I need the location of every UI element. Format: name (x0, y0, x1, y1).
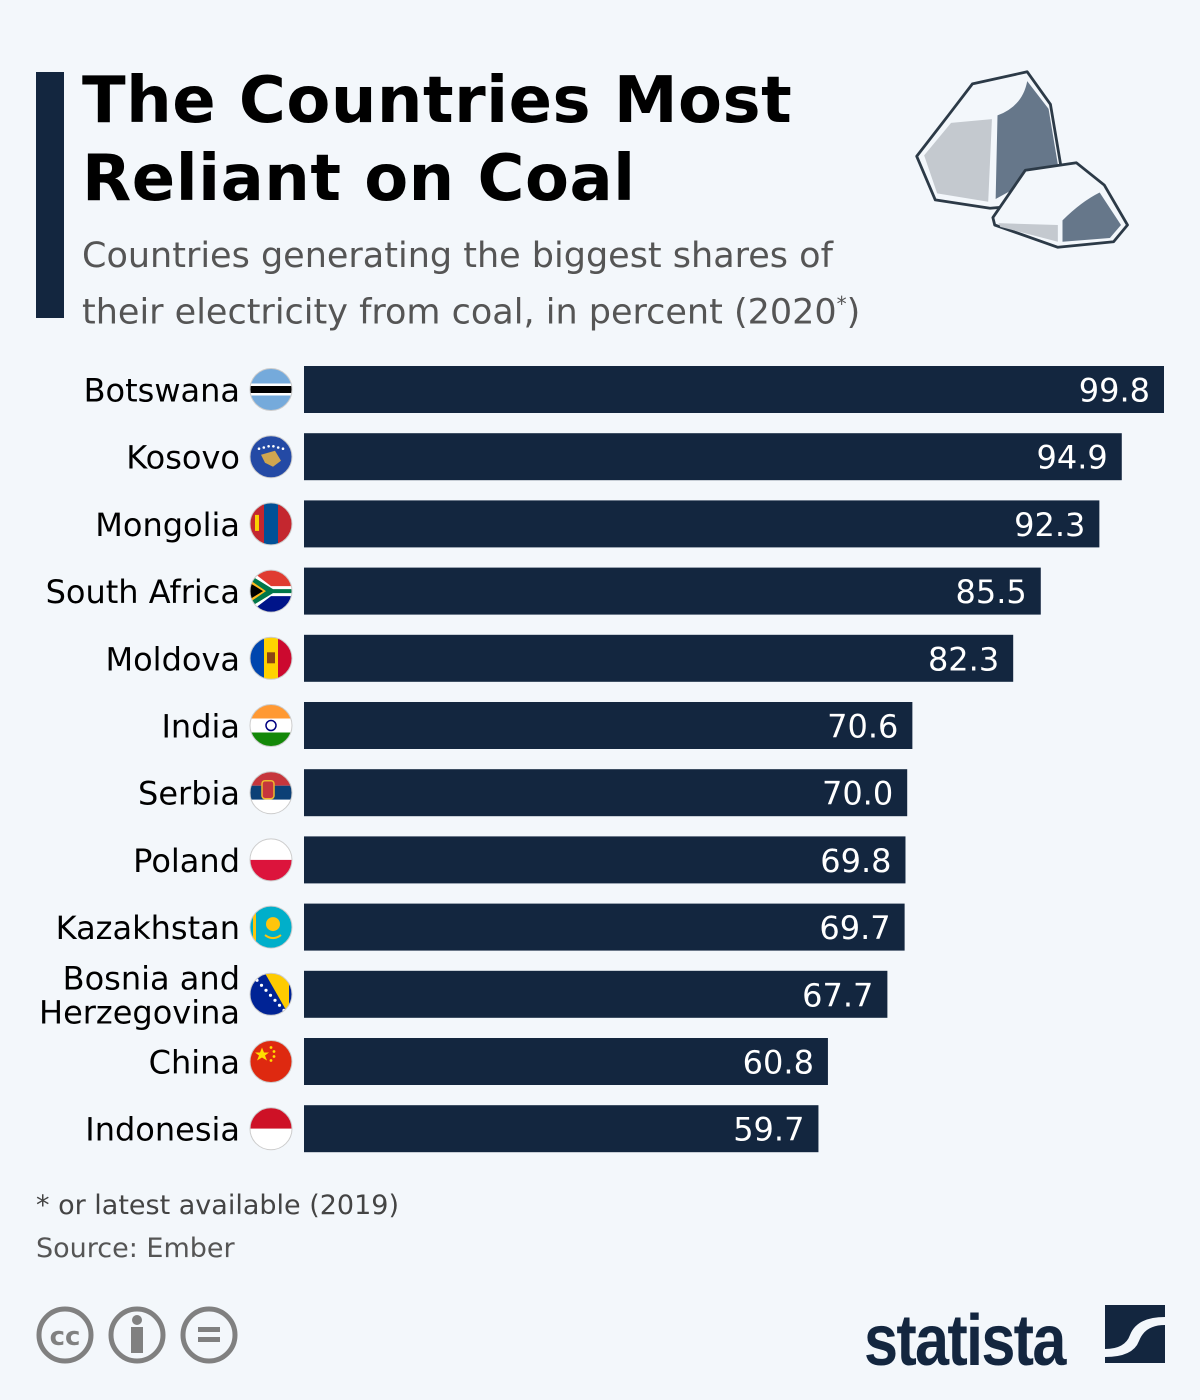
no-derivatives-icon (180, 1306, 238, 1364)
value-label: 60.8 (743, 1044, 814, 1082)
bar (304, 433, 1122, 481)
value-label: 94.9 (1037, 439, 1108, 477)
footnote: * or latest available (2019) (36, 1190, 399, 1221)
svg-text:cc: cc (50, 1322, 81, 1352)
title-line-1: The Countries Most (82, 64, 793, 138)
value-label: 70.0 (822, 775, 893, 813)
value-label: 69.8 (820, 842, 891, 880)
bar (304, 634, 1014, 682)
value-label: 82.3 (928, 640, 999, 678)
flag-botswana-icon (249, 368, 293, 411)
subtitle-close: ) (846, 292, 861, 333)
bar (304, 702, 913, 749)
category-label: Kosovo (126, 439, 240, 477)
category-label: Mongolia (95, 506, 240, 544)
statista-logo-mark (1105, 1305, 1165, 1363)
bar (304, 769, 908, 817)
source: Source: Ember (36, 1233, 235, 1264)
flag-indonesia-icon (249, 1107, 293, 1151)
flag-serbia-icon (249, 771, 293, 815)
bar (304, 1105, 819, 1153)
bar (304, 970, 888, 1018)
subtitle-line-2: their electricity from coal, in percent … (82, 280, 902, 337)
category-label: Indonesia (85, 1111, 240, 1149)
coal-icon (915, 70, 1129, 249)
value-label: 92.3 (1014, 506, 1085, 544)
title-line-2: Reliant on Coal (82, 142, 636, 216)
bar (304, 366, 1164, 413)
category-label: South Africa (46, 573, 240, 611)
flag-china-icon (249, 1040, 293, 1083)
bar (304, 500, 1100, 548)
value-label: 69.7 (819, 909, 890, 947)
flag-india-icon (249, 704, 293, 747)
cc-icon: cc (36, 1306, 94, 1364)
bar (304, 1038, 828, 1085)
category-label: Bosnia and (63, 959, 240, 997)
title-accent-bar (36, 72, 64, 318)
subtitle-asterisk: * (836, 292, 847, 316)
category-label: Herzegovina (39, 993, 240, 1031)
flag-poland-icon (249, 838, 293, 882)
category-label: Poland (133, 842, 240, 880)
category-label: India (161, 708, 240, 746)
category-label: Kazakhstan (56, 909, 240, 947)
flag-south-africa-icon (249, 569, 293, 613)
flag-mongolia-icon (249, 502, 293, 546)
subtitle-text: their electricity from coal, in percent … (82, 292, 837, 333)
category-label: China (149, 1044, 240, 1082)
subtitle-line-1: Countries generating the biggest shares … (82, 236, 833, 276)
bar (304, 567, 1041, 615)
bar (304, 903, 905, 951)
value-label: 85.5 (956, 573, 1027, 611)
category-label: Serbia (138, 775, 240, 813)
chart-subtitle: Countries generating the biggest shares … (82, 232, 902, 337)
statista-logo[interactable]: statista (864, 1301, 1066, 1381)
flag-bosnia-icon (249, 972, 293, 1016)
flag-kosovo-icon (249, 435, 293, 479)
attribution-icon (108, 1306, 166, 1364)
chart-title: The Countries Most Reliant on Coal (82, 62, 882, 218)
flag-moldova-icon (249, 636, 293, 680)
category-label: Moldova (105, 640, 240, 678)
value-label: 67.7 (802, 976, 873, 1014)
category-label: Botswana (84, 372, 240, 410)
bar (304, 836, 906, 884)
value-label: 59.7 (733, 1111, 804, 1149)
license-icons: cc (36, 1306, 238, 1364)
flag-kazakhstan-icon (249, 905, 293, 949)
value-label: 70.6 (827, 708, 898, 746)
value-label: 99.8 (1079, 372, 1150, 410)
